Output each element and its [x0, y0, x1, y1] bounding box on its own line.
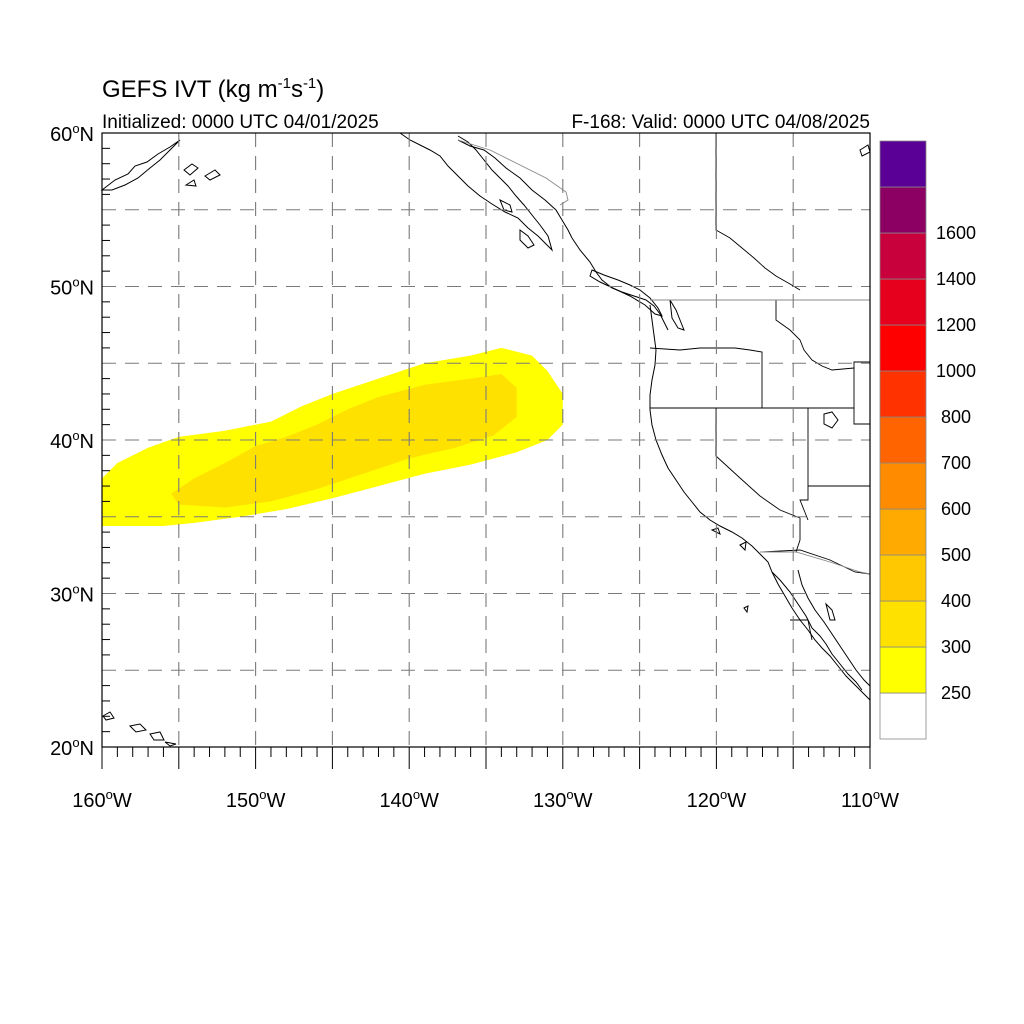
state-borders	[649, 133, 871, 641]
subtitle-initialized: Initialized: 0000 UTC 04/01/2025	[102, 112, 379, 133]
colorbar-label: 250	[941, 683, 971, 703]
colorbar-box	[879, 646, 927, 694]
title-sup1: -1	[278, 75, 291, 92]
map-area: 160oW 150oW 140oW 130oW 120oW 110oW 60oN 50oN 40…	[50, 121, 899, 812]
x-tick-label: 130oW	[533, 787, 593, 812]
colorbar-box	[879, 370, 927, 418]
colorbar-label: 800	[941, 407, 971, 427]
x-tick-label: 120oW	[687, 787, 747, 812]
ivt-region-300	[171, 374, 517, 508]
country-borders	[457, 139, 871, 575]
colorbar-box	[879, 324, 927, 372]
colorbar-label: 600	[941, 499, 971, 519]
chart-title: GEFS IVT (kg m-1s-1)	[102, 75, 324, 103]
colorbar-label: 400	[941, 591, 971, 611]
axis-tick-marks	[101, 147, 871, 769]
x-tick-label: 160oW	[72, 787, 132, 812]
x-tick-label: 140oW	[379, 787, 439, 812]
colorbar-box	[879, 692, 927, 740]
y-tick-label: 20oN	[50, 735, 94, 760]
colorbar-box	[879, 140, 927, 188]
x-tick-label: 150oW	[226, 787, 286, 812]
colorbar-label: 700	[941, 453, 971, 473]
y-tick-label: 40oN	[50, 428, 94, 453]
colorbar-label: 300	[941, 637, 971, 657]
title-sup2: -1	[303, 75, 316, 92]
title-mid: s	[291, 76, 303, 103]
title-end: )	[316, 76, 324, 103]
y-tick-label: 50oN	[50, 275, 94, 300]
colorbar: 250 300 400 500 600 700 800 1000 1200 1400 1600	[879, 140, 976, 740]
colorbar-label: 1000	[936, 361, 976, 381]
colorbar-label: 1400	[936, 269, 976, 289]
coastlines	[100, 132, 871, 747]
colorbar-box	[879, 554, 927, 602]
colorbar-label: 1200	[936, 315, 976, 335]
lat-lon-grid	[102, 133, 870, 747]
colorbar-box	[879, 508, 927, 556]
colorbar-box	[879, 278, 927, 326]
axis-tick-labels: 160oW 150oW 140oW 130oW 120oW 110oW 60oN 50oN 40…	[50, 121, 899, 812]
y-tick-label: 60oN	[50, 121, 94, 146]
title-main: GEFS IVT (kg m	[102, 76, 278, 103]
colorbar-box	[879, 462, 927, 510]
colorbar-box	[879, 186, 927, 234]
colorbar-box	[879, 600, 927, 648]
subtitle-valid: F-168: Valid: 0000 UTC 04/08/2025	[571, 112, 870, 133]
colorbar-label: 500	[941, 545, 971, 565]
colorbar-label: 1600	[936, 223, 976, 243]
colorbar-box	[879, 232, 927, 280]
x-tick-label: 110oW	[841, 787, 899, 812]
y-tick-label: 30oN	[50, 582, 94, 607]
colorbar-box	[879, 416, 927, 464]
